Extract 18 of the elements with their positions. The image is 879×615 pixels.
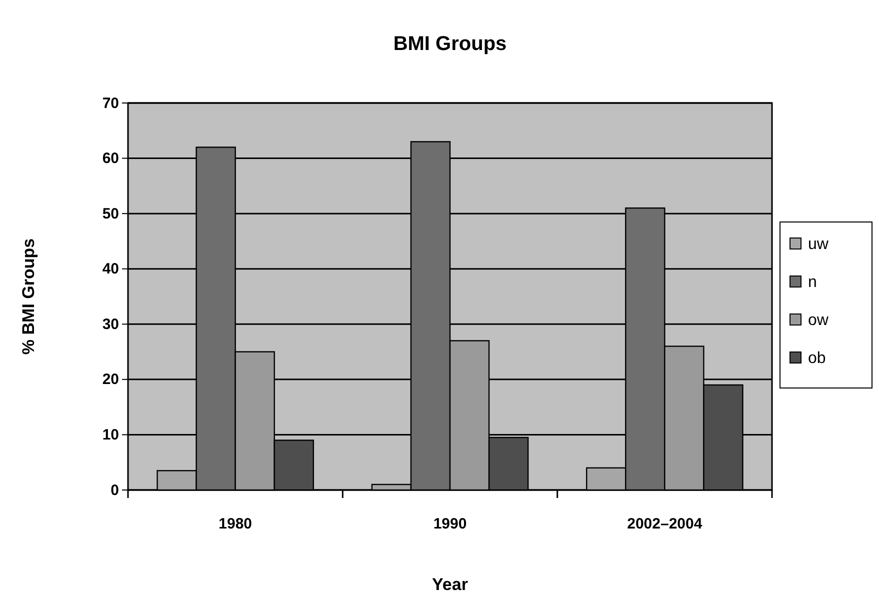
y-tick-label: 50: [102, 205, 119, 222]
y-tick-label: 0: [110, 482, 119, 499]
x-tick-label: 1990: [433, 516, 467, 533]
y-tick-label: 70: [102, 94, 119, 112]
legend-label: uw: [808, 236, 829, 253]
chart-title: BMI Groups: [393, 33, 507, 55]
legend-label: ow: [808, 312, 829, 329]
legend-label: ob: [808, 350, 826, 367]
y-tick-label: 10: [102, 426, 119, 444]
y-tick-label: 30: [102, 316, 119, 333]
y-axis-title: % BMI Groups: [19, 238, 38, 355]
y-tick-label: 40: [102, 260, 119, 278]
legend-label: n: [808, 274, 817, 291]
x-tick-label: 2002–2004: [627, 516, 703, 533]
y-tick-label: 60: [102, 150, 119, 168]
x-tick-label: 1980: [218, 516, 252, 533]
x-axis-title: Year: [432, 575, 468, 594]
y-tick-label: 20: [102, 371, 119, 388]
